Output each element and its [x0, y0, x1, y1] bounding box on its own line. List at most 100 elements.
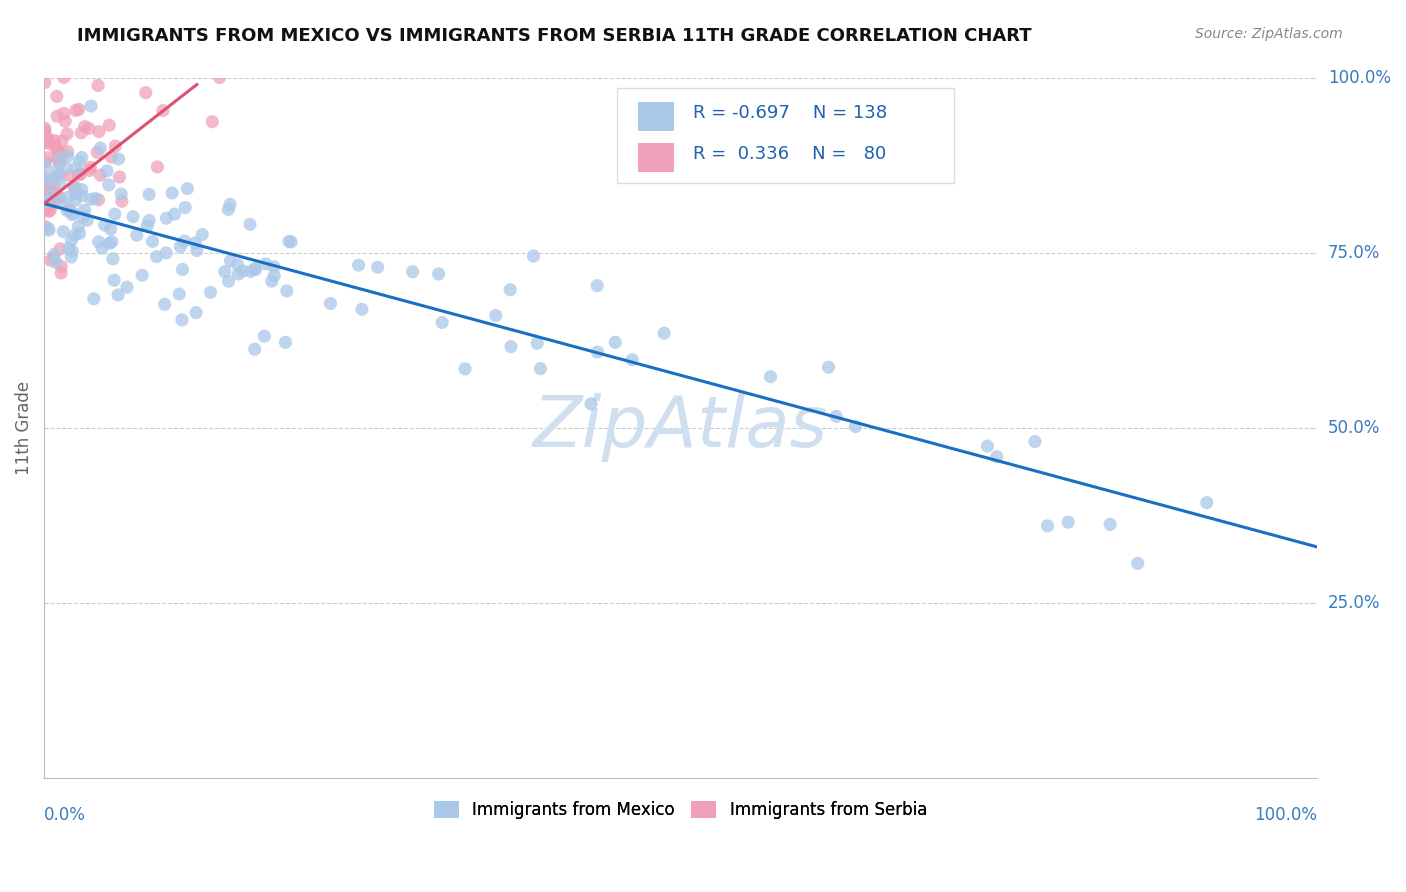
Point	[51, 134, 73, 148]
Point	[526, 336, 548, 351]
Point	[605, 335, 627, 350]
Point	[96, 164, 118, 178]
Point	[232, 264, 254, 278]
Point	[56, 127, 79, 141]
Point	[485, 309, 508, 323]
Point	[42, 251, 65, 265]
Point	[37, 181, 59, 195]
Point	[153, 297, 176, 311]
Point	[817, 360, 839, 375]
Point	[63, 180, 86, 194]
Point	[87, 193, 110, 207]
Point	[35, 177, 58, 191]
Point	[94, 218, 117, 232]
Point	[245, 262, 267, 277]
Point	[1099, 517, 1122, 532]
Point	[80, 99, 103, 113]
Point	[145, 250, 167, 264]
Point	[34, 171, 56, 186]
Point	[66, 186, 89, 201]
Point	[844, 419, 866, 434]
Point	[37, 175, 59, 189]
Point	[122, 210, 145, 224]
Point	[1195, 495, 1218, 509]
Point	[80, 192, 103, 206]
Point	[104, 139, 127, 153]
Point	[427, 267, 450, 281]
Point	[46, 152, 69, 166]
Point	[87, 125, 110, 139]
Point	[35, 136, 58, 150]
Point	[228, 267, 250, 281]
Point	[146, 160, 169, 174]
Point	[621, 352, 644, 367]
Point	[226, 258, 249, 272]
Point	[58, 242, 80, 256]
Point	[186, 244, 208, 258]
Point	[60, 208, 83, 222]
Point	[499, 340, 522, 354]
Point	[46, 144, 69, 158]
Point	[70, 126, 93, 140]
Point	[499, 283, 522, 297]
Point	[37, 178, 59, 192]
Point	[280, 235, 302, 249]
Point	[37, 151, 59, 165]
Point	[401, 265, 423, 279]
Point	[135, 86, 157, 100]
Point	[167, 287, 190, 301]
Point	[84, 191, 107, 205]
Point	[45, 141, 67, 155]
Point	[98, 118, 121, 132]
Point	[45, 89, 67, 103]
Point	[1024, 434, 1046, 449]
Point	[103, 273, 125, 287]
Point	[176, 181, 198, 195]
Point	[52, 70, 75, 85]
Point	[34, 75, 56, 89]
Point	[72, 210, 94, 224]
Point	[49, 152, 72, 166]
Point	[219, 254, 242, 268]
Point	[276, 284, 298, 298]
Point	[37, 221, 59, 235]
Point	[278, 235, 301, 249]
Text: IMMIGRANTS FROM MEXICO VS IMMIGRANTS FROM SERBIA 11TH GRADE CORRELATION CHART: IMMIGRANTS FROM MEXICO VS IMMIGRANTS FRO…	[77, 27, 1032, 45]
Point	[58, 169, 80, 183]
Point	[48, 156, 70, 170]
Text: 0.0%: 0.0%	[44, 806, 86, 824]
Point	[100, 150, 122, 164]
Point	[97, 178, 120, 192]
Point	[184, 235, 207, 250]
Point	[108, 169, 131, 184]
Point	[34, 121, 56, 136]
Point	[174, 201, 197, 215]
Point	[45, 255, 67, 269]
Point	[44, 134, 66, 148]
Point	[41, 174, 63, 188]
Point	[60, 233, 83, 247]
Text: Source: ZipAtlas.com: Source: ZipAtlas.com	[1195, 27, 1343, 41]
Point	[104, 207, 127, 221]
Point	[45, 193, 67, 207]
Point	[89, 141, 111, 155]
Point	[39, 253, 62, 268]
Point	[34, 219, 56, 234]
Point	[45, 164, 67, 178]
Point	[173, 234, 195, 248]
Point	[825, 409, 848, 424]
Point	[100, 222, 122, 236]
Point	[63, 180, 86, 194]
Point	[170, 313, 193, 327]
Point	[56, 149, 79, 163]
Point	[217, 202, 239, 217]
Point	[35, 133, 58, 147]
Point	[44, 194, 66, 208]
Point	[254, 257, 277, 271]
Point	[454, 362, 477, 376]
Point	[239, 217, 262, 231]
Point	[69, 227, 91, 241]
Text: ZipAtlas: ZipAtlas	[533, 393, 828, 462]
Point	[138, 187, 160, 202]
Point	[1057, 515, 1080, 529]
